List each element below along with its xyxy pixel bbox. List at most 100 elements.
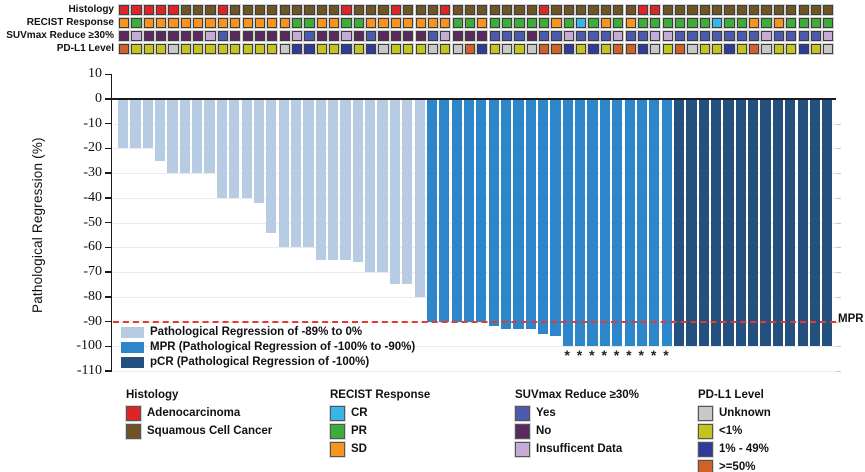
track-cell-histology bbox=[749, 5, 760, 16]
track-cell-pdl1 bbox=[786, 44, 797, 55]
legend-label: MPR (Pathological Regression of -100% to… bbox=[150, 340, 416, 353]
track-cell-suvmax bbox=[674, 31, 686, 42]
track-cell-recist bbox=[761, 18, 772, 29]
waterfall-bar bbox=[402, 100, 413, 285]
legend-label: Yes bbox=[536, 407, 556, 419]
legend-swatch bbox=[515, 406, 530, 421]
track-cell-recist bbox=[353, 18, 364, 29]
y-tick-mark bbox=[104, 73, 112, 76]
track-cell-suvmax bbox=[279, 31, 290, 42]
waterfall-bar bbox=[698, 100, 709, 347]
waterfall-bar bbox=[476, 100, 487, 322]
track-cell-suvmax bbox=[193, 31, 204, 42]
track-cell-pdl1 bbox=[230, 44, 241, 55]
waterfall-bar bbox=[179, 100, 190, 174]
track-cell-pdl1 bbox=[119, 44, 130, 55]
track-cell-recist bbox=[230, 18, 241, 29]
gridline bbox=[113, 247, 836, 249]
waterfall-bar bbox=[785, 100, 796, 347]
track-cell-recist bbox=[341, 18, 352, 29]
y-tick-label: -10 bbox=[83, 115, 102, 131]
y-tick-label: 0 bbox=[95, 91, 102, 106]
legend-label: <1% bbox=[719, 425, 743, 437]
legend-label: PR bbox=[351, 425, 367, 437]
track-cell-suvmax bbox=[761, 31, 772, 42]
asterisk-marker: * bbox=[650, 347, 657, 363]
waterfall-bar bbox=[513, 100, 524, 329]
track-cell-histology bbox=[650, 5, 661, 16]
legend-label: CR bbox=[351, 407, 368, 419]
track-cell-pdl1 bbox=[440, 44, 451, 55]
legend-label: SD bbox=[351, 443, 367, 455]
track-cell-suvmax bbox=[254, 31, 266, 42]
track-cell-recist bbox=[576, 18, 587, 29]
track-cell-histology bbox=[378, 5, 389, 16]
track-cell-histology bbox=[119, 5, 130, 16]
waterfall-bar bbox=[303, 100, 314, 248]
right-tick bbox=[836, 148, 841, 150]
track-cell-recist bbox=[477, 18, 488, 29]
track-cell-pdl1 bbox=[625, 44, 636, 55]
track-cell-recist bbox=[415, 18, 426, 29]
y-tick-label: -100 bbox=[76, 338, 102, 354]
legend-swatch bbox=[121, 342, 144, 353]
waterfall-bar bbox=[760, 100, 771, 347]
track-cell-pdl1 bbox=[502, 44, 513, 55]
asterisk-marker: * bbox=[564, 347, 570, 363]
track-cell-pdl1 bbox=[761, 44, 772, 55]
track-cell-recist bbox=[403, 18, 414, 29]
track-cell-pdl1 bbox=[699, 44, 710, 55]
y-tick-label: -30 bbox=[83, 165, 102, 181]
track-cell-recist bbox=[810, 18, 822, 29]
track-cell-suvmax bbox=[749, 31, 760, 42]
waterfall-bar bbox=[290, 100, 302, 248]
track-cell-suvmax bbox=[810, 31, 822, 42]
track-cell-histology bbox=[489, 5, 500, 16]
legend-swatch bbox=[330, 406, 345, 421]
track-cell-pdl1 bbox=[674, 44, 686, 55]
track-cell-recist bbox=[193, 18, 204, 29]
track-cell-pdl1 bbox=[193, 44, 204, 55]
waterfall-bar bbox=[735, 100, 746, 347]
track-cell-histology bbox=[712, 5, 723, 16]
track-cell-histology bbox=[291, 5, 303, 16]
track-cell-suvmax bbox=[489, 31, 500, 42]
right-tick bbox=[836, 247, 841, 249]
waterfall-bar bbox=[118, 100, 129, 149]
track-cell-pdl1 bbox=[304, 44, 315, 55]
track-cell-recist bbox=[316, 18, 327, 29]
track-cell-recist bbox=[724, 18, 735, 29]
track-cell-suvmax bbox=[230, 31, 241, 42]
track-cell-suvmax bbox=[514, 31, 525, 42]
y-tick-mark bbox=[104, 172, 112, 174]
asterisk-marker: * bbox=[613, 347, 620, 363]
track-cell-pdl1 bbox=[724, 44, 735, 55]
track-cell-pdl1 bbox=[551, 44, 562, 55]
gridline bbox=[113, 222, 836, 224]
waterfall-bar bbox=[426, 100, 438, 322]
track-cell-histology bbox=[625, 5, 636, 16]
track-cell-pdl1 bbox=[823, 44, 834, 55]
y-tick-mark bbox=[104, 370, 112, 372]
track-cell-histology bbox=[427, 5, 439, 16]
waterfall-bar bbox=[439, 100, 450, 322]
track-cell-recist bbox=[427, 18, 439, 29]
track-cell-recist bbox=[539, 18, 550, 29]
track-cell-recist bbox=[267, 18, 278, 29]
y-tick-label: -20 bbox=[83, 140, 102, 156]
track-cell-histology bbox=[823, 5, 834, 16]
track-cell-histology bbox=[464, 5, 476, 16]
right-tick bbox=[836, 321, 841, 323]
gridline bbox=[113, 123, 836, 125]
track-cell-suvmax bbox=[699, 31, 710, 42]
mpr-label: MPR bbox=[838, 313, 864, 325]
track-cell-suvmax bbox=[180, 31, 191, 42]
waterfall-bar bbox=[649, 100, 660, 347]
track-cell-histology bbox=[452, 5, 463, 16]
waterfall-bar bbox=[266, 100, 277, 233]
track-cell-pdl1 bbox=[341, 44, 352, 55]
track-cell-histology bbox=[687, 5, 698, 16]
track-cell-histology bbox=[390, 5, 401, 16]
track-cell-histology bbox=[637, 5, 649, 16]
track-cell-pdl1 bbox=[291, 44, 303, 55]
